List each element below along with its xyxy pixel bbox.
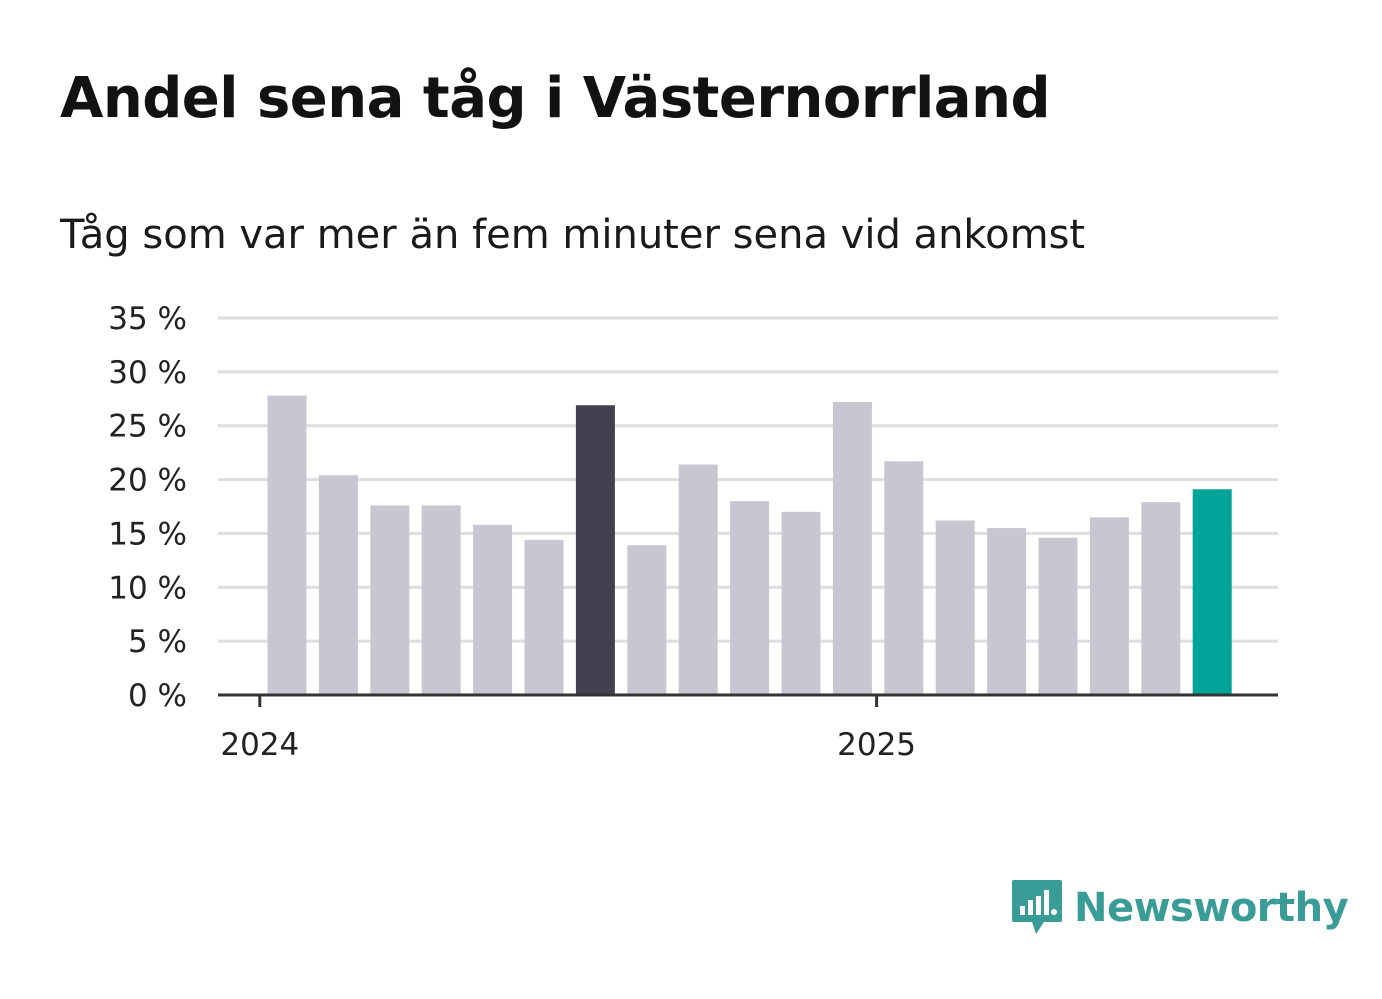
bar: [1089, 517, 1129, 695]
bar: [370, 505, 410, 695]
bar: [935, 520, 975, 695]
newsworthy-logo-icon: [1012, 880, 1062, 934]
bar: [524, 539, 564, 695]
bar: [575, 405, 615, 695]
x-tick-label: 2025: [837, 727, 916, 763]
bar: [832, 402, 872, 695]
bar: [1192, 489, 1232, 695]
x-tick-label: 2024: [220, 727, 299, 763]
y-tick-label: 10 %: [108, 570, 187, 606]
y-tick-label: 35 %: [108, 301, 187, 337]
y-tick-label: 15 %: [108, 516, 187, 552]
bar: [730, 501, 770, 695]
chart-subtitle: Tåg som var mer än fem minuter sena vid …: [60, 212, 1086, 258]
bar: [1038, 537, 1078, 695]
y-tick-label: 5 %: [128, 624, 187, 660]
bar: [1141, 502, 1181, 695]
bar: [884, 461, 924, 695]
y-tick-label: 20 %: [108, 463, 187, 499]
bar: [678, 464, 718, 695]
bars: [267, 395, 1232, 695]
y-tick-label: 30 %: [108, 355, 187, 391]
bar: [473, 524, 513, 695]
bar: [267, 395, 307, 695]
bar: [987, 528, 1027, 695]
bar: [627, 545, 667, 695]
chart-title: Andel sena tåg i Västernorrland: [60, 66, 1051, 131]
y-tick-label: 0 %: [128, 678, 187, 714]
bar: [781, 511, 821, 695]
axes: 0 % 5 % 10 % 15 % 20 % 25 % 30 % 35 % 2024 2025: [108, 301, 1278, 763]
bar: [421, 505, 461, 695]
brand-logo: Newsworthy: [1010, 878, 1349, 938]
y-tick-label: 25 %: [108, 409, 187, 445]
bar: [318, 475, 358, 695]
brand-name: Newsworthy: [1074, 885, 1349, 931]
